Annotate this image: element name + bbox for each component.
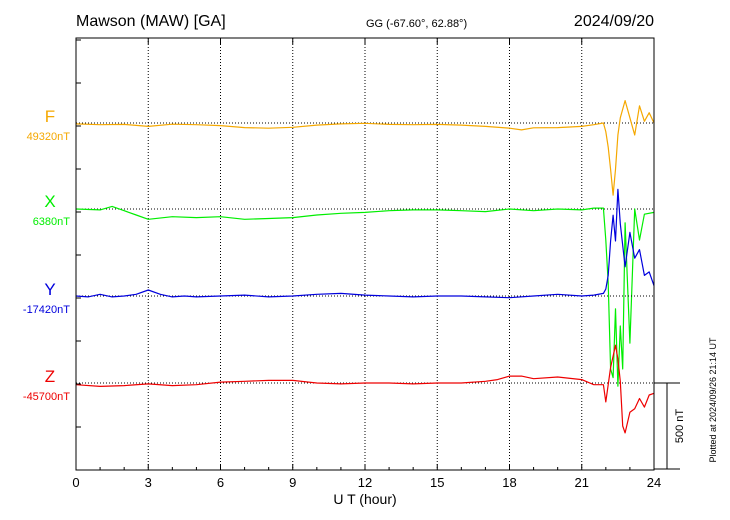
grid-lines — [147, 38, 583, 470]
series-baseline-f: 49320nT — [27, 131, 71, 143]
x-tick-label: 15 — [430, 475, 444, 490]
x-tick-label: 12 — [358, 475, 372, 490]
series-name-f: F — [45, 107, 55, 126]
x-tick-label: 0 — [72, 475, 79, 490]
series-name-y: Y — [44, 280, 55, 299]
series-baseline-y: -17420nT — [23, 304, 70, 316]
x-tick-label: 24 — [647, 475, 661, 490]
series-line-f — [75, 99, 655, 196]
series-layer — [75, 99, 655, 434]
series-line-z — [75, 344, 655, 434]
date-label: 2024/09/20 — [574, 13, 654, 30]
series-line-y — [75, 188, 655, 299]
x-tick-label: 3 — [145, 475, 152, 490]
station-title: Mawson (MAW) [GA] — [76, 13, 226, 30]
x-axis-label: U T (hour) — [333, 491, 396, 507]
x-tick-label: 6 — [217, 475, 224, 490]
series-labels: F 49320nT X 6380nT Y -17420nT Z -45700nT — [23, 107, 70, 403]
x-tick-label: 18 — [502, 475, 516, 490]
coordinates-label: GG (-67.60°, 62.88°) — [366, 18, 467, 30]
x-tick-label: 9 — [289, 475, 296, 490]
x-axis: 0 3 6 9 12 15 18 21 24 — [72, 38, 661, 490]
series-name-x: X — [44, 192, 55, 211]
series-name-z: Z — [45, 367, 55, 386]
series-line-x — [75, 205, 655, 387]
x-tick-label: 21 — [575, 475, 589, 490]
scale-bar-label: 500 nT — [674, 409, 686, 444]
series-baseline-x: 6380nT — [33, 216, 71, 228]
scale-bar: 500 nT — [654, 382, 686, 470]
plotted-timestamp: Plotted at 2024/09/26 21:14 UT — [708, 337, 718, 463]
series-baseline-z: -45700nT — [23, 391, 70, 403]
